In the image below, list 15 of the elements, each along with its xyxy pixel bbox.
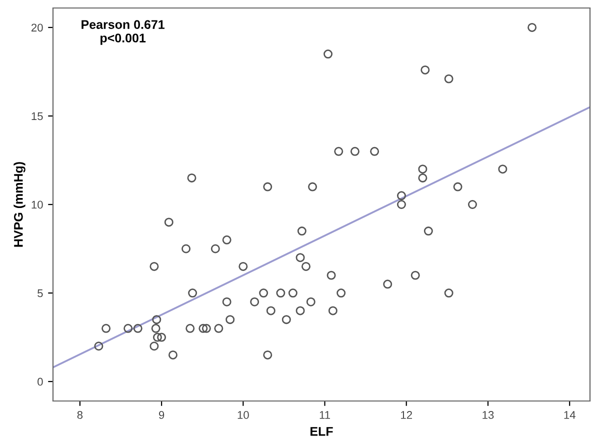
y-tick-label: 0 <box>38 378 43 386</box>
x-axis-title: ELF <box>310 427 333 436</box>
y-tick-label: 5 <box>38 289 43 298</box>
y-tick-label: 20 <box>31 24 43 32</box>
y-axis-title: HVPG (mmHg) <box>14 162 26 247</box>
x-tick-label: 14 <box>564 411 576 419</box>
x-tick-label: 9 <box>158 411 164 419</box>
x-tick-label: 11 <box>320 411 330 419</box>
x-tick-label: 13 <box>482 411 494 419</box>
y-tick-label: 10 <box>32 200 43 209</box>
annotation: Pearson 0.671 p<0.001 <box>82 20 165 45</box>
x-tick-label: 10 <box>238 411 249 419</box>
x-tick-label: 8 <box>77 411 83 419</box>
x-tick-label: 12 <box>401 411 412 419</box>
y-tick-label: 15 <box>32 112 43 120</box>
